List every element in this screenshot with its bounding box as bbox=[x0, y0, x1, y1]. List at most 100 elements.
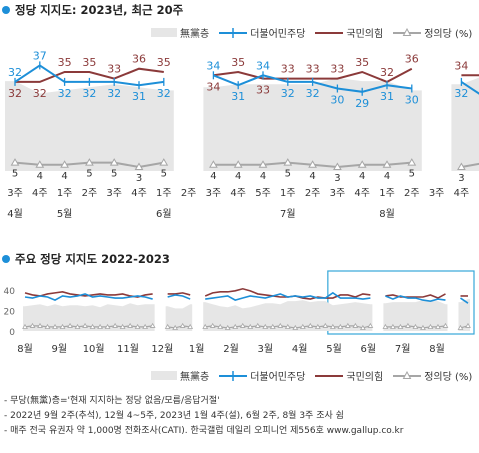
bottom-chart-title: 주요 정당 지지도 2022-2023 bbox=[2, 251, 170, 267]
jp-value-label: 4 bbox=[235, 171, 241, 182]
dp-value-label: 31 bbox=[231, 90, 245, 103]
jp-point bbox=[359, 324, 366, 330]
jp-point bbox=[465, 322, 471, 328]
jp-point bbox=[258, 160, 268, 168]
dp-line bbox=[167, 294, 191, 300]
legend-swatch-none-icon bbox=[151, 371, 177, 380]
month-label: 4월 bbox=[7, 208, 23, 220]
dp-value-label: 34 bbox=[256, 59, 270, 72]
none-area-segment bbox=[203, 300, 373, 331]
legend-label-none: 無黨층 bbox=[180, 372, 210, 383]
x-tick-label: 3주 bbox=[106, 188, 122, 199]
jp-point bbox=[112, 322, 118, 328]
jp-point bbox=[10, 158, 20, 166]
legend-label-ppp: 국민의힘 bbox=[346, 29, 384, 40]
jp-point bbox=[352, 322, 359, 328]
month-label: 7월 bbox=[280, 208, 296, 220]
jp-point bbox=[187, 323, 194, 329]
dp-value-label: 32 bbox=[107, 87, 121, 100]
x-tick-label: 1월 bbox=[189, 343, 205, 355]
jp-point bbox=[407, 158, 417, 166]
jp-value-label: 3 bbox=[458, 173, 464, 184]
jp-point bbox=[277, 322, 284, 328]
y-tick-label: 0 bbox=[9, 328, 15, 338]
ppp-value-label: 35 bbox=[82, 56, 96, 69]
legend-marker-jp-icon bbox=[393, 27, 422, 36]
legend-item-ppp: 국민의힘 bbox=[315, 368, 383, 383]
ppp-value-label: 33 bbox=[330, 63, 344, 76]
legend-marker-ppp-icon bbox=[315, 374, 344, 377]
top-line-chart: 5445535444543445353232323735323532333236… bbox=[5, 49, 479, 220]
dp-value-label: 32 bbox=[281, 87, 295, 100]
month-label: 6월 bbox=[156, 208, 172, 220]
jp-point bbox=[382, 323, 389, 329]
x-tick-label: 1주 bbox=[57, 188, 73, 199]
jp-point bbox=[262, 323, 269, 329]
x-tick-label: 3주 bbox=[7, 188, 23, 199]
none-area-segment bbox=[383, 300, 448, 331]
jp-value-label: 3 bbox=[136, 173, 142, 184]
footnote-line: - 매주 전국 유권자 약 1,000명 전화조사(CATI). 한국갤럽 데일… bbox=[4, 426, 404, 436]
legend-marker-dp-icon bbox=[219, 27, 248, 38]
legend-item-dp: 더불어민주당 bbox=[219, 368, 305, 383]
dp-value-label: 37 bbox=[33, 49, 47, 62]
x-tick-label: 4주 bbox=[354, 188, 370, 199]
dp-value-label: 30 bbox=[405, 94, 419, 107]
jp-point bbox=[405, 322, 411, 328]
bottom-chart-title-text: 주요 정당 지지도 2022-2023 bbox=[15, 252, 170, 266]
ppp-value-label: 35 bbox=[157, 56, 171, 69]
jp-point bbox=[109, 158, 119, 166]
none-area-segment bbox=[23, 303, 155, 331]
ppp-value-label: 33 bbox=[107, 63, 121, 76]
jp-point bbox=[29, 322, 36, 328]
jp-value-label: 4 bbox=[309, 171, 315, 182]
jp-point bbox=[283, 158, 293, 166]
x-tick-label: 5월 bbox=[326, 343, 342, 355]
x-tick-label: 4월 bbox=[292, 343, 308, 355]
legend-item-none: 無黨층 bbox=[151, 368, 209, 383]
x-tick-label: 9월 bbox=[52, 343, 68, 355]
x-tick-label: 1주 bbox=[379, 188, 395, 199]
ppp-value-label: 35 bbox=[58, 56, 72, 69]
legend-label-none: 無黨층 bbox=[180, 29, 210, 40]
jp-point bbox=[457, 162, 466, 170]
jp-point bbox=[59, 323, 66, 329]
jp-point bbox=[247, 323, 254, 329]
jp-point bbox=[35, 160, 45, 168]
footnote-line: - 무당(無黨)층='현재 지지하는 정당 없음/모름/응답거절' bbox=[4, 396, 220, 406]
jp-point bbox=[179, 322, 186, 328]
ppp-line bbox=[167, 292, 191, 296]
none-area-segment bbox=[451, 77, 479, 171]
jp-point bbox=[85, 158, 94, 166]
jp-point bbox=[307, 322, 314, 328]
none-area-segment bbox=[203, 78, 422, 171]
jp-point bbox=[52, 323, 58, 329]
jp-point bbox=[142, 323, 149, 329]
x-tick-label: 10월 bbox=[83, 343, 105, 355]
dp-line bbox=[24, 293, 153, 301]
jp-point bbox=[67, 322, 73, 328]
x-tick-label: 1주 bbox=[156, 188, 172, 199]
jp-point bbox=[435, 323, 441, 329]
legend-item-jp: 정의당 (%) bbox=[393, 368, 472, 383]
x-tick-label: 12월 bbox=[151, 343, 173, 355]
jp-point bbox=[329, 323, 336, 329]
jp-point bbox=[254, 322, 261, 328]
dp-value-label: 29 bbox=[355, 97, 369, 110]
jp-line bbox=[24, 325, 153, 328]
x-tick-label: 4주 bbox=[230, 188, 246, 199]
dp-value-label: 32 bbox=[157, 87, 171, 100]
ppp-value-label: 32 bbox=[33, 87, 47, 100]
jp-point bbox=[357, 160, 367, 168]
jp-point bbox=[299, 323, 306, 329]
ppp-value-label: 32 bbox=[380, 66, 394, 79]
jp-value-label: 4 bbox=[61, 171, 67, 182]
top-chart-title-text: 정당 지지도: 2023년, 최근 20주 bbox=[15, 3, 184, 17]
bullet-dot-icon bbox=[2, 6, 10, 14]
month-label: 5월 bbox=[57, 208, 73, 220]
ppp-value-label: 33 bbox=[306, 63, 320, 76]
jp-point bbox=[232, 323, 239, 329]
y-tick-label: 20 bbox=[4, 307, 16, 317]
jp-point bbox=[322, 322, 329, 328]
jp-value-label: 4 bbox=[260, 171, 266, 182]
